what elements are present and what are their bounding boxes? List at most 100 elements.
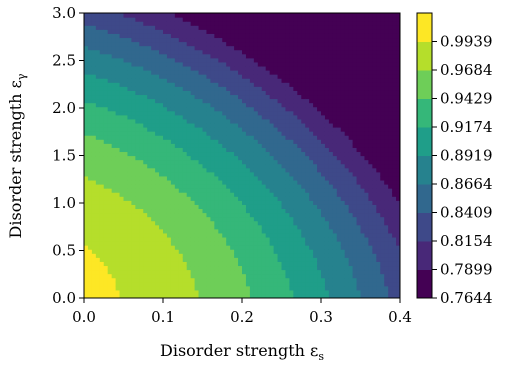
contour-cell [151, 29, 156, 34]
contour-cell [305, 102, 310, 108]
contour-cell [84, 147, 89, 153]
contour-cell [84, 13, 89, 18]
contour-cell [313, 269, 318, 275]
contour-cell [293, 33, 298, 39]
contour-cell [91, 204, 97, 210]
contour-cell [190, 204, 196, 210]
contour-cell [230, 236, 235, 242]
contour-cell [135, 216, 140, 222]
contour-cell [155, 41, 160, 47]
contour-cell [364, 293, 369, 298]
contour-cell [95, 212, 101, 218]
contour-cell [245, 167, 251, 173]
contour-cell [273, 127, 279, 132]
contour-cell [131, 110, 136, 116]
contour-cell [84, 90, 89, 96]
contour-cell [234, 151, 239, 157]
contour-cell [273, 163, 279, 169]
contour-cell [324, 257, 330, 262]
contour-cell [174, 196, 180, 201]
contour-cell [332, 21, 338, 26]
contour-cell [328, 41, 334, 47]
contour-cell [285, 228, 290, 234]
contour-cell [178, 216, 184, 222]
contour-cell [321, 147, 326, 153]
contour-cell [265, 106, 271, 112]
contour-cell [249, 175, 255, 181]
contour-cell [206, 261, 211, 267]
contour-cell [321, 53, 326, 59]
contour-cell [111, 122, 117, 128]
contour-cell [194, 277, 200, 283]
contour-cell [242, 281, 247, 287]
contour-cell [277, 94, 283, 100]
contour-cell [348, 269, 354, 275]
contour-cell [218, 82, 223, 87]
contour-cell [194, 212, 200, 218]
contour-cell [99, 37, 105, 43]
contour-cell [155, 257, 160, 262]
contour-cell [202, 29, 208, 34]
contour-cell [186, 232, 192, 238]
contour-cell [348, 131, 354, 136]
contour-cell [99, 29, 105, 34]
contour-cell [328, 114, 334, 120]
contour-cell [226, 37, 231, 43]
contour-cell [206, 135, 211, 140]
contour-cell [328, 70, 334, 75]
contour-cell [234, 196, 239, 201]
contour-cell [305, 33, 310, 39]
contour-cell [293, 281, 298, 287]
contour-cell [265, 224, 271, 230]
contour-cell [111, 102, 117, 108]
contour-cell [222, 61, 227, 67]
contour-cell [194, 216, 200, 222]
contour-cell [210, 151, 215, 157]
contour-cell [301, 29, 306, 34]
contour-cell [324, 236, 330, 242]
contour-cell [84, 98, 89, 104]
contour-cell [182, 253, 188, 258]
contour-cell [190, 49, 196, 55]
contour-cell [352, 94, 358, 100]
contour-cell [269, 204, 275, 210]
contour-cell [285, 151, 290, 157]
contour-cell [226, 57, 231, 63]
contour-cell [186, 293, 192, 298]
contour-cell [242, 241, 247, 246]
contour-cell [135, 196, 140, 201]
contour-cell [332, 98, 338, 104]
contour-cell [163, 289, 168, 295]
contour-cell [155, 249, 160, 254]
contour-cell [166, 192, 172, 197]
contour-cell [131, 114, 136, 120]
contour-cell [103, 167, 109, 173]
contour-cell [99, 171, 105, 177]
contour-cell [238, 106, 243, 112]
contour-cell [238, 257, 243, 262]
contour-cell [230, 188, 235, 193]
contour-cell [194, 147, 200, 153]
contour-cell [344, 257, 350, 262]
contour-cell [309, 102, 314, 108]
contour-cell [123, 204, 129, 210]
contour-cell [277, 184, 283, 189]
contour-cell [198, 82, 204, 87]
contour-cell [356, 21, 362, 26]
contour-cell [210, 208, 215, 214]
contour-cell [115, 139, 121, 144]
contour-cell [297, 285, 302, 291]
contour-cell [289, 261, 294, 267]
contour-cell [281, 86, 287, 91]
contour-cell [230, 122, 235, 128]
contour-cell [139, 192, 144, 197]
contour-cell [328, 131, 334, 136]
contour-cell [352, 289, 358, 295]
contour-cell [317, 289, 322, 295]
contour-cell [194, 151, 200, 157]
contour-cell [332, 102, 338, 108]
contour-cell [269, 57, 275, 63]
contour-cell [249, 57, 255, 63]
contour-cell [107, 293, 113, 298]
contour-cell [332, 228, 338, 234]
